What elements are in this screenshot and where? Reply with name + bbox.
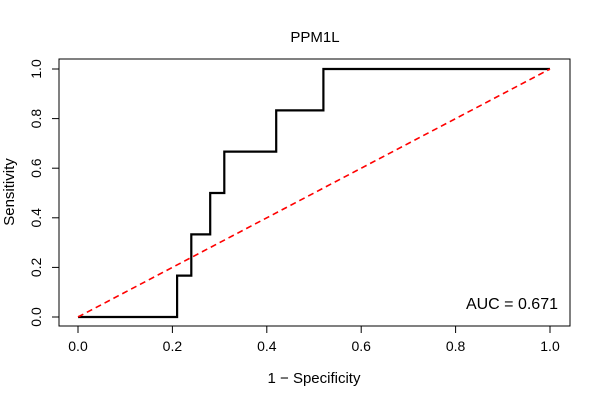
auc-annotation: AUC = 0.671 <box>466 296 558 313</box>
x-tick-label: 0.0 <box>68 338 88 354</box>
y-tick-label: 0.2 <box>28 257 44 277</box>
x-tick-label: 1.0 <box>540 338 560 354</box>
series-layer <box>77 67 551 319</box>
x-tick-label: 0.6 <box>351 338 371 354</box>
y-axis: 0.0 0.2 0.4 0.6 0.8 1.0 <box>28 59 60 327</box>
x-axis-label: 1 − Specificity <box>268 370 361 387</box>
y-tick-label: 0.0 <box>28 307 44 327</box>
x-tick-label: 0.8 <box>446 338 466 354</box>
y-tick-label: 1.0 <box>28 59 44 79</box>
chart-title: PPM1L <box>290 29 339 46</box>
x-tick-label: 0.4 <box>257 338 277 354</box>
x-tick-label: 0.2 <box>163 338 183 354</box>
y-tick-label: 0.4 <box>28 208 44 228</box>
y-tick-label: 0.6 <box>28 158 44 178</box>
x-axis: 0.0 0.2 0.4 0.6 0.8 1.0 <box>68 325 560 354</box>
y-axis-label: Sensitivity <box>1 158 18 226</box>
roc-curve-line <box>78 67 550 319</box>
reference-diagonal-line <box>77 68 551 318</box>
y-tick-label: 0.8 <box>28 109 44 129</box>
